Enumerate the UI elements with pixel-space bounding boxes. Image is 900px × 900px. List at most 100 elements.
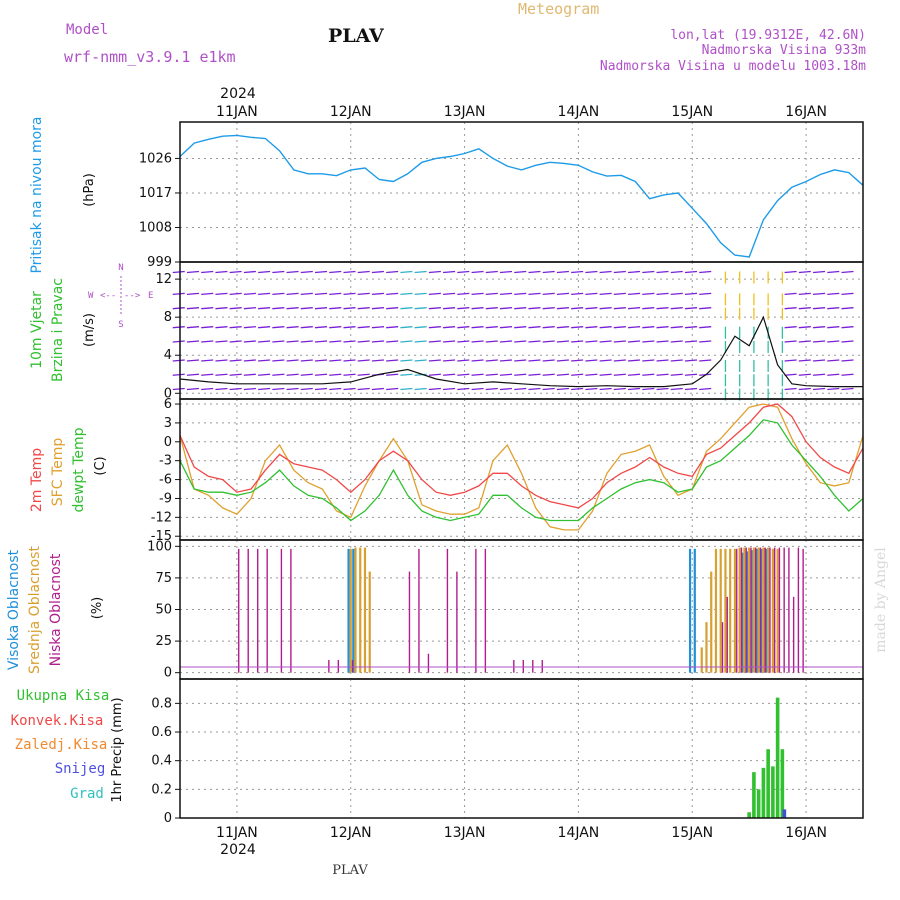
wind-barb [813,340,826,343]
cloud-bar [788,547,790,673]
wind-barb [243,359,256,362]
wind-barb [528,326,541,329]
y-tick-label: 1026 [139,151,172,166]
wind-barb [784,307,797,310]
wind-barb [172,340,185,343]
wind-barb [813,373,826,376]
cloud-bar [752,547,756,673]
wind-barb [514,340,527,343]
wind-barb [414,359,427,362]
cloud-bar [797,547,800,673]
wind-barb [656,270,669,274]
y-tick-label: 4 [164,348,172,363]
year-top: 2024 [220,86,256,102]
wind-barb [272,373,285,376]
wind-barb [841,270,854,274]
wind-barb [357,373,370,376]
wind-barb [556,270,569,274]
wind-barb [841,292,854,296]
wind-barb [485,373,498,376]
wind-barb [286,292,299,296]
cloud-bar [705,622,708,673]
wind-barb [798,387,811,391]
wind-barb [386,270,399,274]
wind-barb [556,340,569,343]
wind-barb [286,340,299,343]
wind-barb [201,270,214,274]
wind-barb [528,359,541,362]
cloud-bar [736,548,738,673]
wind-barb [699,307,712,310]
compass-south: S [118,320,123,330]
wind-barb [201,373,214,376]
wind-barb [229,292,242,296]
wind-barb [528,340,541,343]
y-tick-label: -6 [159,473,172,488]
wind-barb [798,307,811,310]
bottom-day-label: 11JAN [216,825,258,841]
cloud-bar [710,571,713,673]
sfc-temp-line [179,403,864,531]
year-bottom: 2024 [220,842,256,858]
wind-barb [613,270,626,274]
cloud-bar [776,548,779,673]
bottom-day-label: 13JAN [444,825,486,841]
wind-barb [699,359,712,362]
cloud-bar [750,547,752,673]
bottom-day-label: 15JAN [671,825,713,841]
wind-barb [343,270,356,274]
wind-barb [784,292,797,296]
wind-barb [400,292,413,296]
total-rain-label: Ukupna Kisa [17,688,110,704]
wind-barb [272,326,285,329]
bottom-day-labels: 11JAN 12JAN 13JAN 14JAN 15JAN 16JAN [216,825,827,841]
wind-barb [585,270,598,274]
cloud-bar [513,660,515,673]
wind-barb [784,340,797,343]
wind-barb [585,359,598,362]
wind-barb [272,292,285,296]
wind-barb [485,270,498,274]
cloud-bar [755,548,758,673]
wind-barb [457,387,470,391]
wind-barb [813,292,826,296]
cloud-bar [745,547,747,673]
wind-barb [556,326,569,329]
wind-barb [428,326,441,329]
wind-barb [514,359,527,362]
wind-barb [599,373,612,376]
wind-barb [229,307,242,310]
top-day-labels: 11JAN 12JAN 13JAN 14JAN 15JAN 16JAN [216,104,827,120]
wind-barb [386,326,399,329]
top-day-label: 15JAN [671,104,713,120]
wind-barb [628,359,641,362]
cloud-bar [769,547,771,673]
wind-barb [329,307,342,310]
wind-barb [841,340,854,343]
wind-barb [642,270,655,274]
wind-barb [684,270,698,274]
cloud-bar [256,548,259,673]
wind-barb [585,387,598,391]
wind-barb [371,307,385,310]
wind-barb [471,340,484,343]
wind-barb [542,373,555,376]
wind-barb [272,340,285,343]
low-cloud-label: Niska Oblacnost [48,553,64,666]
wind-barb [186,359,200,362]
wind-barb [414,292,427,296]
precip-panel: Ukupna Kisa Konvek.Kisa Zaledj.Kisa Snij… [11,678,864,826]
wind-barb [571,270,584,274]
wind-barb [670,359,683,362]
y-tick-label: 12 [155,272,172,287]
wind-barb [613,326,626,329]
wind-barb [243,292,256,296]
cloud-bar [247,548,249,673]
wind-barb [414,270,427,274]
wind-barb [172,359,185,362]
wind-barb [414,326,427,329]
cloud-bar [363,547,367,673]
wind-barb [813,307,826,310]
cloud-bar [349,548,352,673]
wind-barb [329,326,342,329]
